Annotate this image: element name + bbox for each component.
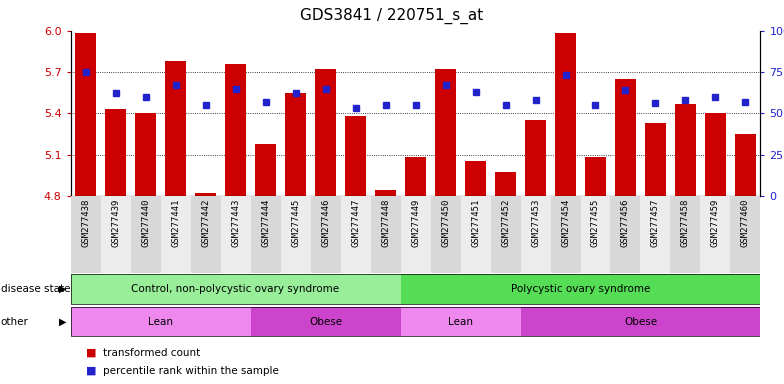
Bar <box>550 196 580 273</box>
Bar <box>345 116 366 196</box>
Text: GSM277447: GSM277447 <box>351 198 360 247</box>
Bar <box>401 196 430 273</box>
Bar <box>161 196 191 273</box>
Bar <box>220 196 251 273</box>
Bar <box>195 193 216 196</box>
Text: GSM277441: GSM277441 <box>171 198 180 247</box>
Text: Polycystic ovary syndrome: Polycystic ovary syndrome <box>511 284 650 294</box>
Bar <box>401 274 760 304</box>
Bar <box>611 196 641 273</box>
Bar <box>315 69 336 196</box>
Bar <box>225 64 246 196</box>
Bar <box>71 274 401 304</box>
Text: Obese: Obese <box>309 316 342 327</box>
Bar <box>521 307 760 336</box>
Bar <box>71 307 251 336</box>
Text: GSM277438: GSM277438 <box>81 198 90 247</box>
Text: GSM277439: GSM277439 <box>111 198 120 247</box>
Bar <box>100 196 131 273</box>
Text: GSM277443: GSM277443 <box>231 198 240 247</box>
Text: GSM277442: GSM277442 <box>201 198 210 247</box>
Bar <box>700 196 731 273</box>
Text: GSM277446: GSM277446 <box>321 198 330 247</box>
Bar <box>555 33 576 196</box>
Bar <box>105 109 126 196</box>
Text: GSM277453: GSM277453 <box>531 198 540 247</box>
Text: disease state: disease state <box>1 284 71 294</box>
Text: GDS3841 / 220751_s_at: GDS3841 / 220751_s_at <box>300 8 484 24</box>
Text: GSM277450: GSM277450 <box>441 198 450 247</box>
Text: GSM277457: GSM277457 <box>651 198 660 247</box>
Bar <box>525 120 546 196</box>
Bar <box>435 69 456 196</box>
Bar <box>615 79 636 196</box>
Text: ■: ■ <box>86 366 96 376</box>
Bar <box>731 196 760 273</box>
Bar <box>641 196 670 273</box>
Bar <box>401 307 521 336</box>
Bar <box>375 190 396 196</box>
Bar <box>521 196 550 273</box>
Bar <box>251 307 401 336</box>
Text: ■: ■ <box>86 348 96 358</box>
Text: percentile rank within the sample: percentile rank within the sample <box>103 366 279 376</box>
Bar <box>75 33 96 196</box>
Bar <box>251 196 281 273</box>
Bar <box>645 123 666 196</box>
Text: ▶: ▶ <box>59 316 67 327</box>
Text: GSM277445: GSM277445 <box>291 198 300 247</box>
Bar <box>340 196 371 273</box>
Bar <box>460 196 491 273</box>
Bar <box>191 196 220 273</box>
Text: GSM277459: GSM277459 <box>711 198 720 247</box>
Bar <box>405 157 426 196</box>
Text: GSM277451: GSM277451 <box>471 198 480 247</box>
Text: GSM277458: GSM277458 <box>681 198 690 247</box>
Text: GSM277460: GSM277460 <box>741 198 750 247</box>
Bar <box>310 196 340 273</box>
Text: Lean: Lean <box>148 316 173 327</box>
Text: GSM277448: GSM277448 <box>381 198 390 247</box>
Bar <box>580 196 611 273</box>
Bar <box>430 196 460 273</box>
Text: GSM277444: GSM277444 <box>261 198 270 247</box>
Bar <box>71 196 100 273</box>
Text: Control, non-polycystic ovary syndrome: Control, non-polycystic ovary syndrome <box>132 284 339 294</box>
Bar <box>165 61 186 196</box>
Bar <box>465 161 486 196</box>
Bar <box>705 113 726 196</box>
Text: transformed count: transformed count <box>103 348 201 358</box>
Bar <box>491 196 521 273</box>
Bar <box>735 134 756 196</box>
Bar <box>281 196 310 273</box>
Text: GSM277454: GSM277454 <box>561 198 570 247</box>
Text: GSM277440: GSM277440 <box>141 198 150 247</box>
Text: GSM277452: GSM277452 <box>501 198 510 247</box>
Bar <box>255 144 276 196</box>
Text: GSM277449: GSM277449 <box>411 198 420 247</box>
Text: GSM277456: GSM277456 <box>621 198 630 247</box>
Bar <box>131 196 161 273</box>
Bar <box>495 172 516 196</box>
Text: ▶: ▶ <box>59 284 67 294</box>
Bar <box>675 104 696 196</box>
Bar <box>670 196 700 273</box>
Text: other: other <box>1 316 29 327</box>
Text: Lean: Lean <box>448 316 473 327</box>
Bar <box>585 157 606 196</box>
Bar <box>285 93 306 196</box>
Bar <box>371 196 401 273</box>
Bar <box>135 113 156 196</box>
Text: Obese: Obese <box>624 316 657 327</box>
Text: GSM277455: GSM277455 <box>591 198 600 247</box>
